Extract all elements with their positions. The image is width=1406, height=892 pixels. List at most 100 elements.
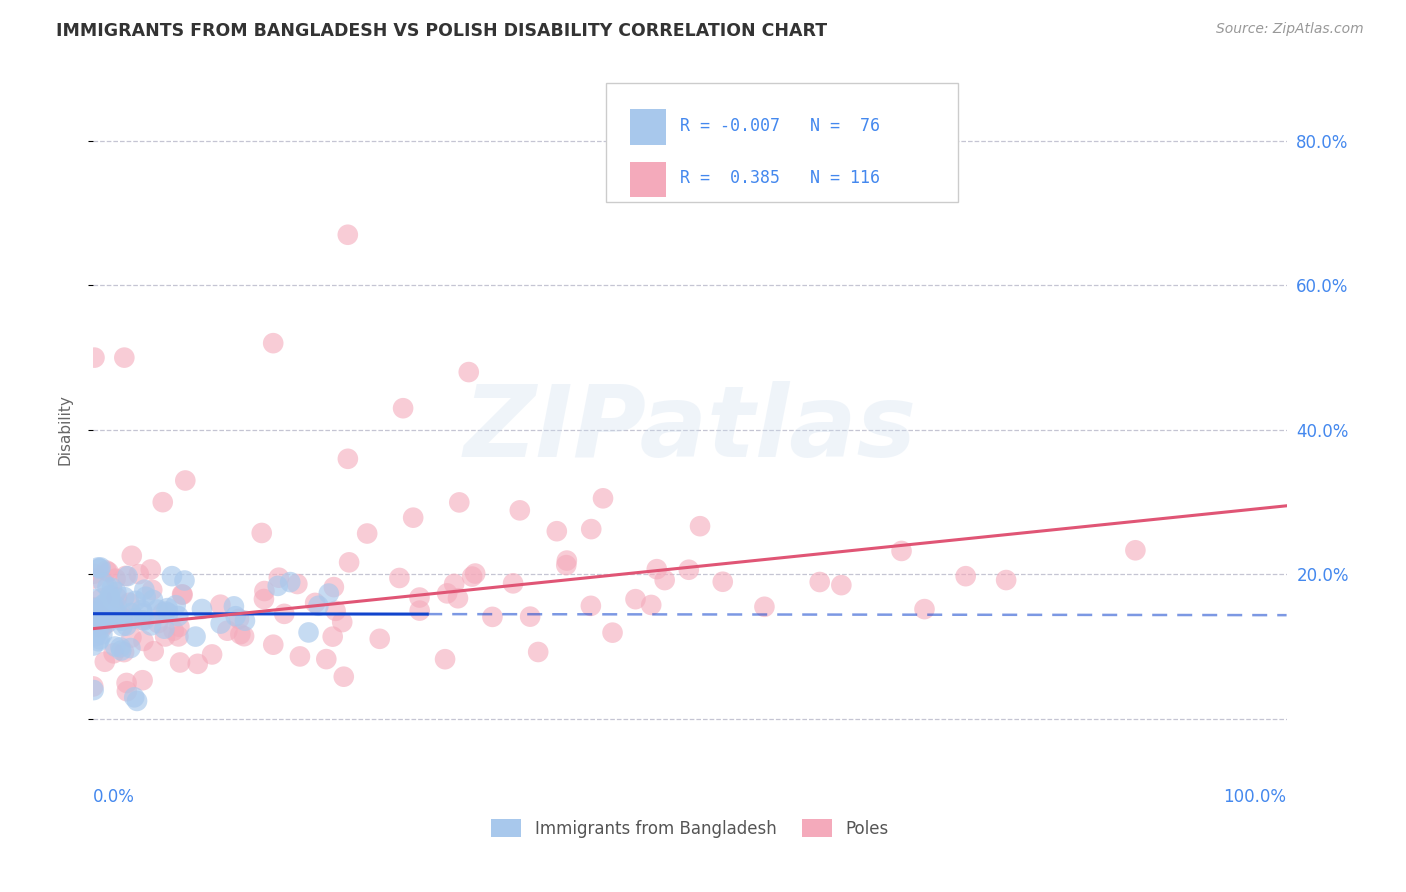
- Point: [97, 615, 120, 630]
- Point: [156, 601, 179, 615]
- Point: [132, 614, 155, 628]
- Point: [267, 571, 290, 585]
- Point: [645, 562, 668, 576]
- Point: [322, 630, 344, 644]
- Point: [120, 631, 142, 645]
- Point: [105, 585, 128, 599]
- Point: [96, 606, 118, 620]
- Point: [579, 599, 602, 613]
- Point: [112, 590, 135, 604]
- Point: [464, 566, 486, 581]
- Point: [288, 649, 311, 664]
- Point: [356, 526, 378, 541]
- Point: [995, 573, 1018, 587]
- Point: [87, 624, 110, 638]
- Point: [955, 569, 977, 583]
- Point: [115, 618, 138, 632]
- Point: [152, 606, 174, 620]
- Point: [115, 684, 138, 698]
- Point: [139, 618, 162, 632]
- Point: [118, 596, 141, 610]
- Point: [336, 227, 359, 242]
- Point: [96, 613, 118, 627]
- Point: [105, 591, 128, 605]
- Text: IMMIGRANTS FROM BANGLADESH VS POLISH DISABILITY CORRELATION CHART: IMMIGRANTS FROM BANGLADESH VS POLISH DIS…: [56, 22, 827, 40]
- Point: [581, 522, 603, 536]
- Point: [914, 602, 936, 616]
- Point: [132, 634, 155, 648]
- Point: [711, 574, 734, 589]
- Point: [87, 560, 110, 574]
- Point: [124, 594, 146, 608]
- Point: [131, 673, 153, 688]
- Point: [250, 525, 273, 540]
- Point: [187, 657, 209, 671]
- FancyBboxPatch shape: [630, 110, 666, 145]
- Point: [124, 611, 146, 625]
- Point: [121, 549, 143, 563]
- Point: [114, 569, 136, 583]
- Point: [93, 612, 115, 626]
- Point: [152, 495, 174, 509]
- Point: [139, 562, 162, 576]
- Point: [157, 606, 180, 620]
- Point: [105, 599, 128, 614]
- Point: [519, 609, 541, 624]
- Point: [297, 625, 319, 640]
- Point: [155, 605, 177, 619]
- Point: [285, 577, 308, 591]
- Point: [546, 524, 568, 539]
- Point: [90, 621, 112, 635]
- Point: [267, 579, 290, 593]
- Point: [84, 607, 107, 622]
- Point: [82, 616, 104, 631]
- Point: [142, 593, 165, 607]
- Point: [128, 567, 150, 582]
- Point: [318, 586, 340, 600]
- Point: [890, 544, 912, 558]
- Point: [408, 591, 430, 605]
- Point: [83, 566, 105, 581]
- Point: [170, 587, 193, 601]
- Point: [89, 608, 111, 623]
- Point: [104, 640, 127, 654]
- Point: [84, 604, 107, 618]
- Point: [443, 577, 465, 591]
- Point: [209, 616, 232, 631]
- Point: [91, 598, 114, 612]
- Point: [225, 609, 247, 624]
- Point: [111, 610, 134, 624]
- Point: [142, 644, 165, 658]
- Point: [830, 578, 852, 592]
- Point: [209, 598, 232, 612]
- Point: [103, 646, 125, 660]
- Point: [481, 610, 503, 624]
- Point: [167, 629, 190, 643]
- Point: [111, 614, 134, 628]
- Point: [392, 401, 415, 416]
- Point: [654, 573, 676, 587]
- Text: R =  0.385   N = 116: R = 0.385 N = 116: [681, 169, 880, 187]
- Point: [111, 619, 134, 633]
- Point: [253, 592, 276, 607]
- Text: 100.0%: 100.0%: [1223, 788, 1286, 805]
- Point: [153, 622, 176, 636]
- Point: [96, 580, 118, 594]
- Point: [315, 652, 337, 666]
- Text: Source: ZipAtlas.com: Source: ZipAtlas.com: [1216, 22, 1364, 37]
- Point: [368, 632, 391, 646]
- Point: [402, 510, 425, 524]
- Point: [447, 591, 470, 606]
- Point: [640, 598, 662, 612]
- Point: [83, 592, 105, 607]
- Point: [131, 603, 153, 617]
- Y-axis label: Disability: Disability: [58, 394, 72, 466]
- Point: [93, 613, 115, 627]
- Point: [509, 503, 531, 517]
- Point: [91, 627, 114, 641]
- Point: [134, 582, 156, 597]
- Point: [146, 615, 169, 630]
- Point: [103, 603, 125, 617]
- Point: [388, 571, 411, 585]
- Point: [217, 624, 239, 638]
